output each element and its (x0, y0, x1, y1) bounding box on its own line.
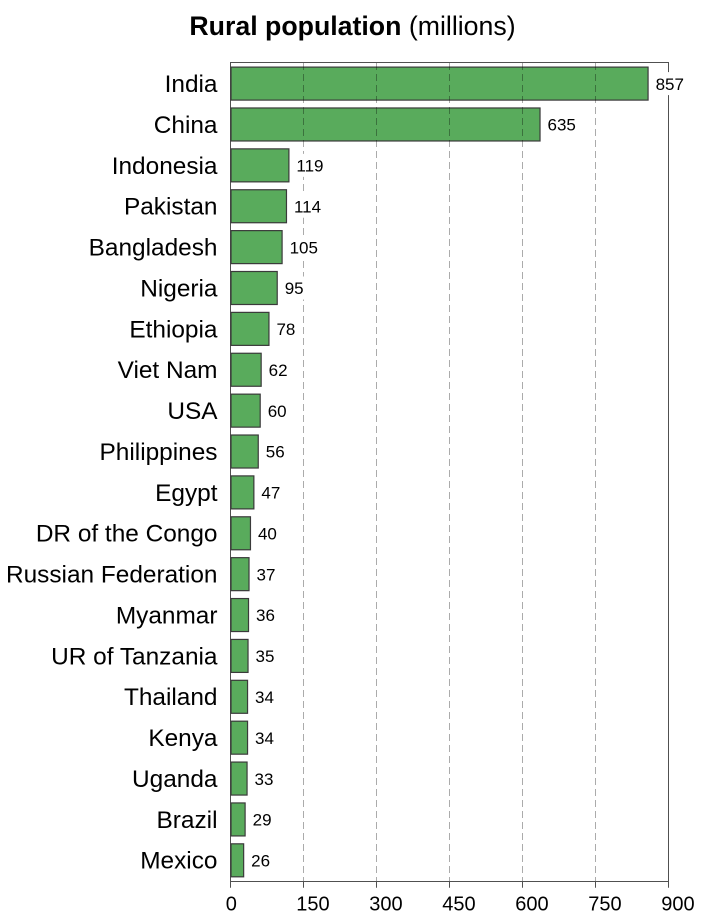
svg-text:150: 150 (296, 893, 329, 915)
svg-text:62: 62 (269, 361, 288, 380)
svg-text:Indonesia: Indonesia (112, 153, 218, 180)
svg-text:Philippines: Philippines (100, 439, 218, 466)
svg-text:26: 26 (251, 852, 270, 871)
svg-text:119: 119 (296, 157, 323, 176)
svg-text:750: 750 (588, 893, 621, 915)
svg-text:Uganda: Uganda (132, 766, 218, 793)
svg-text:40: 40 (258, 524, 277, 543)
svg-text:95: 95 (285, 279, 304, 298)
svg-text:0: 0 (226, 893, 237, 915)
svg-text:USA: USA (167, 398, 218, 425)
svg-text:857: 857 (656, 75, 684, 94)
svg-text:60: 60 (268, 402, 287, 421)
svg-text:UR of Tanzania: UR of Tanzania (51, 643, 218, 670)
svg-text:Viet Nam: Viet Nam (118, 357, 218, 384)
svg-text:Egypt: Egypt (155, 480, 218, 507)
svg-text:34: 34 (255, 688, 274, 707)
svg-text:Russian Federation: Russian Federation (6, 562, 218, 589)
svg-text:56: 56 (266, 443, 285, 462)
svg-text:33: 33 (255, 770, 274, 789)
svg-text:29: 29 (253, 811, 272, 830)
svg-text:Rural population (millions): Rural population (millions) (189, 11, 515, 41)
svg-text:600: 600 (515, 893, 548, 915)
svg-text:35: 35 (256, 647, 275, 666)
svg-text:Pakistan: Pakistan (124, 194, 218, 221)
svg-text:114: 114 (294, 197, 321, 216)
svg-text:India: India (165, 71, 218, 98)
svg-text:Kenya: Kenya (148, 725, 218, 752)
svg-text:China: China (154, 112, 218, 139)
svg-text:36: 36 (256, 606, 275, 625)
svg-text:Bangladesh: Bangladesh (89, 235, 218, 262)
svg-text:Myanmar: Myanmar (116, 602, 218, 629)
svg-text:450: 450 (442, 893, 475, 915)
svg-text:34: 34 (255, 729, 274, 748)
svg-text:Brazil: Brazil (157, 807, 218, 834)
svg-text:900: 900 (661, 893, 694, 915)
svg-text:47: 47 (261, 484, 280, 503)
svg-text:635: 635 (548, 116, 576, 135)
svg-text:105: 105 (290, 238, 318, 257)
svg-text:Ethiopia: Ethiopia (129, 316, 218, 343)
svg-text:78: 78 (276, 320, 295, 339)
svg-text:37: 37 (257, 565, 276, 584)
svg-text:Mexico: Mexico (140, 848, 217, 875)
svg-text:DR of the Congo: DR of the Congo (36, 521, 218, 548)
svg-text:300: 300 (369, 893, 402, 915)
svg-text:Nigeria: Nigeria (140, 275, 218, 302)
svg-text:Thailand: Thailand (124, 684, 218, 711)
